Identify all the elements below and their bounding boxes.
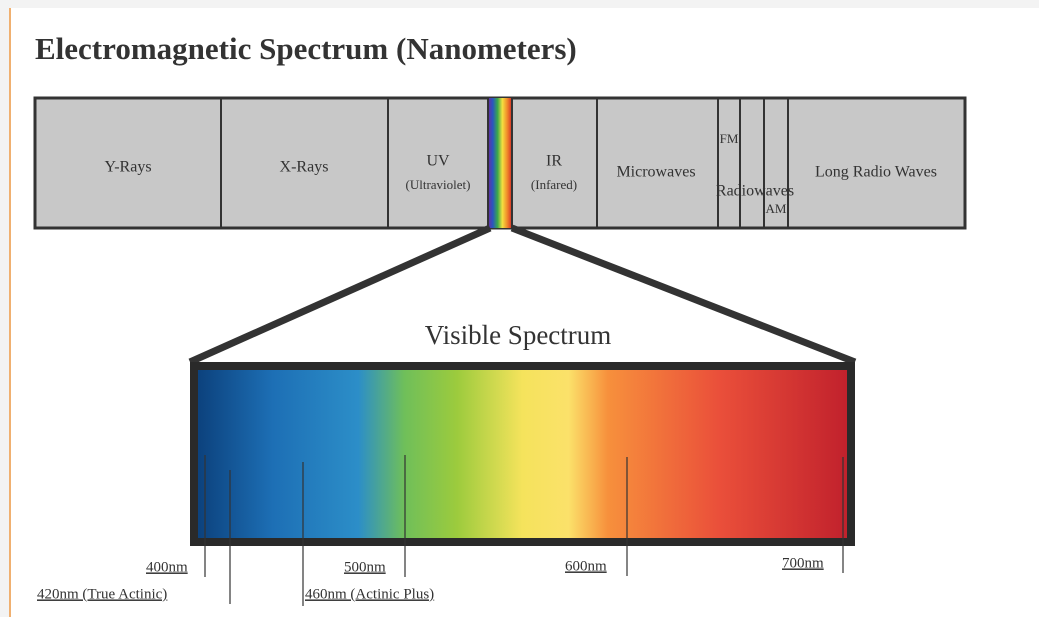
band-label: Radiowaves — [716, 183, 794, 200]
band-sublabel: (Infared) — [531, 177, 577, 192]
visible-spectrum — [190, 362, 855, 546]
band-label: Long Radio Waves — [815, 164, 937, 181]
band-label: UV — [426, 153, 450, 170]
band-label: X-Rays — [280, 159, 329, 176]
band-label: Microwaves — [616, 164, 695, 181]
marker-label: 420nm (True Actinic) — [37, 586, 167, 602]
marker-label: 600nm — [565, 558, 607, 574]
title: Electromagnetic Spectrum (Nanometers) — [35, 31, 577, 66]
dividers — [220, 98, 789, 228]
zoom-line — [188, 224, 492, 366]
band-label: Y-Rays — [104, 159, 151, 176]
marker-label: 460nm (Actinic Plus) — [305, 586, 434, 602]
band-sublabel: (Ultraviolet) — [406, 177, 471, 192]
marker-label: 400nm — [146, 559, 188, 575]
zoom-line — [510, 224, 857, 366]
band-label: FM — [720, 131, 739, 146]
marker-label: 500nm — [344, 559, 386, 575]
band-label: IR — [546, 153, 562, 170]
visible-slice — [488, 98, 512, 228]
band-label: AM — [766, 201, 787, 216]
visible-title: Visible Spectrum — [425, 320, 612, 350]
marker-label: 700nm — [782, 555, 824, 571]
marker-lines — [204, 455, 844, 606]
